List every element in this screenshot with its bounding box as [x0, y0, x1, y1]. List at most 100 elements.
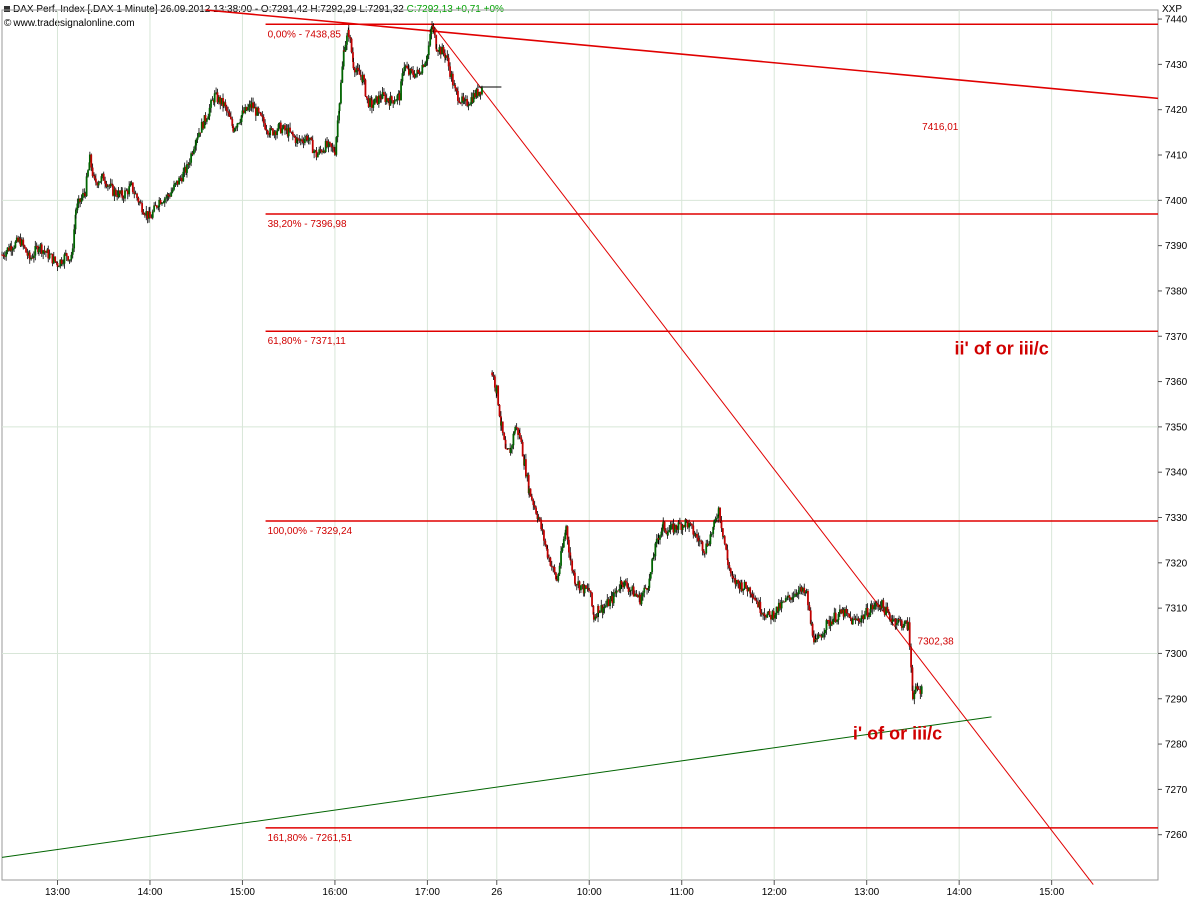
candle-body — [183, 166, 186, 172]
candle-body — [814, 639, 817, 643]
candle-body — [883, 607, 886, 615]
y-tick-label: 7330 — [1165, 513, 1188, 524]
candle-body — [746, 588, 749, 592]
candle-body — [67, 256, 70, 261]
candle-body — [575, 584, 578, 586]
y-tick-label: 7290 — [1165, 694, 1188, 705]
candle-body — [905, 620, 907, 622]
candle-body — [450, 73, 453, 77]
candle-body — [705, 543, 708, 554]
candle-body — [431, 26, 433, 28]
candle-body — [416, 69, 419, 74]
candle-body — [775, 606, 778, 615]
candle-body — [146, 211, 149, 219]
candle-body — [278, 122, 281, 125]
candle-body — [187, 164, 190, 165]
candle-body — [675, 524, 678, 530]
candle-body — [673, 524, 676, 533]
candle-body — [64, 253, 67, 255]
candle-body — [819, 634, 821, 637]
y-tick-label: 7260 — [1165, 830, 1188, 841]
candle-body — [888, 613, 891, 619]
candle-body — [151, 211, 154, 218]
candle-body — [88, 162, 91, 171]
candle-body — [666, 532, 669, 536]
candle-body — [861, 615, 863, 619]
candle-body — [26, 252, 29, 256]
candle-body — [887, 611, 890, 614]
candle-body — [323, 150, 326, 152]
candle-body — [513, 431, 516, 434]
candle-body — [54, 256, 57, 262]
candle-body — [270, 127, 273, 129]
candle-body — [106, 185, 109, 187]
candle-body — [33, 255, 35, 259]
candle-body — [355, 70, 358, 73]
y-tick-label: 7300 — [1165, 649, 1188, 660]
candle-body — [514, 426, 517, 432]
candle-body — [725, 543, 728, 550]
candle-body — [108, 185, 111, 187]
candle-body — [550, 565, 553, 567]
candle-body — [3, 256, 6, 257]
candle-body — [150, 217, 153, 219]
candle-body — [400, 81, 402, 101]
candle-body — [293, 135, 296, 138]
candle-body — [398, 93, 401, 101]
candle-body — [862, 615, 865, 619]
candle-body — [143, 214, 146, 216]
candle-body — [899, 619, 902, 621]
candle-body — [13, 247, 15, 250]
chart-menu-icon[interactable] — [4, 6, 10, 13]
candle-body — [458, 100, 461, 103]
candle-body — [874, 602, 877, 607]
candle-body — [691, 523, 693, 526]
candle-body — [797, 590, 800, 594]
candle-body — [624, 580, 627, 583]
candle-body — [807, 590, 809, 606]
candle-body — [176, 180, 179, 185]
candle-body — [498, 404, 501, 417]
candle-body — [228, 112, 231, 117]
candle-body — [139, 202, 142, 204]
candle-body — [420, 73, 422, 75]
candle-body — [377, 95, 380, 105]
candle-body — [369, 98, 371, 107]
candle-body — [341, 66, 344, 83]
candle-body — [303, 139, 306, 144]
candle-body — [737, 580, 740, 584]
candle-body — [73, 229, 76, 249]
candle-body — [713, 521, 715, 527]
candle-body — [392, 100, 395, 104]
x-tick-label: 15:00 — [230, 887, 255, 898]
candle-body — [533, 505, 536, 508]
candle-body — [453, 84, 456, 86]
candle-body — [858, 620, 861, 623]
candle-body — [626, 582, 629, 588]
candle-body — [459, 102, 462, 104]
y-tick-label: 7340 — [1165, 468, 1188, 479]
candle-body — [389, 96, 392, 106]
candle-body — [195, 139, 198, 146]
candle-body — [112, 185, 114, 196]
candle-body — [30, 257, 33, 260]
candle-body — [597, 605, 600, 613]
x-tick-label: 10:00 — [577, 887, 602, 898]
candle-body — [250, 102, 253, 108]
candle-body — [185, 166, 187, 173]
candle-body — [455, 88, 458, 91]
candle-body — [471, 97, 474, 103]
candle-body — [220, 97, 223, 105]
candle-body — [615, 590, 618, 594]
candle-body — [217, 96, 220, 103]
candle-body — [302, 141, 305, 144]
candle-body — [908, 622, 911, 647]
x-tick-label: 15:00 — [1039, 887, 1064, 898]
candle-body — [501, 421, 504, 433]
candle-body — [301, 139, 303, 142]
candle-body — [747, 587, 750, 592]
candle-body — [272, 128, 274, 136]
candle-body — [466, 99, 469, 106]
candle-body — [780, 602, 783, 609]
